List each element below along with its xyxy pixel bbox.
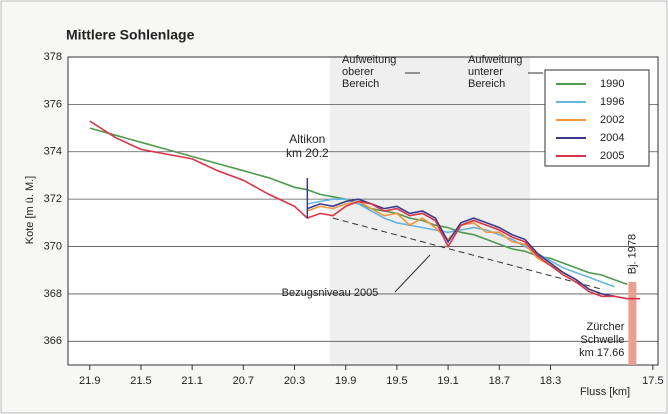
region-label: Aufweitung: [468, 54, 522, 66]
legend-label: 2004: [600, 132, 624, 144]
altikon-label: km 20.2: [286, 146, 329, 160]
plot-border: [67, 56, 659, 366]
x-tick-label: 21.5: [130, 375, 151, 387]
y-tick-label: 366: [44, 335, 62, 347]
x-tick-label: 21.1: [181, 375, 202, 387]
x-tick-label: 21.9: [79, 375, 100, 387]
x-tick-label: 19.9: [335, 375, 356, 387]
y-axis-label: Kote [m ü. M.]: [24, 176, 36, 244]
chart-title: Mittlere Sohlenlage: [66, 27, 195, 43]
series-line: [89, 120, 641, 300]
y-tick-label: 372: [44, 193, 62, 205]
series-line: [89, 127, 628, 286]
region-label: unterer: [468, 66, 503, 78]
weir-label: Schwelle: [580, 334, 624, 346]
legend-box: [544, 69, 650, 167]
altikon-label: Altikon: [289, 132, 325, 146]
legend-label: 1996: [600, 96, 624, 108]
x-tick-label: 18.3: [540, 375, 561, 387]
reference-line: [332, 217, 602, 290]
series-line: [307, 198, 615, 288]
weir-bar: [628, 282, 637, 365]
x-tick-label: 19.1: [437, 375, 458, 387]
series-line: [307, 198, 615, 298]
x-tick-label: 18.7: [489, 375, 510, 387]
y-tick-label: 368: [44, 288, 62, 300]
y-tick-label: 376: [44, 98, 62, 110]
x-tick-label: 20.7: [233, 375, 254, 387]
x-axis-label: Fluss [km]: [580, 386, 630, 398]
region-label: Aufweitung: [342, 54, 396, 66]
legend-label: 2005: [600, 150, 624, 162]
y-tick-label: 370: [44, 240, 62, 252]
legend-label: 1990: [600, 78, 624, 90]
region-label: Bereich: [342, 78, 379, 90]
y-tick-label: 378: [44, 51, 62, 63]
legend-label: 2002: [600, 114, 624, 126]
region-label: Bereich: [468, 78, 505, 90]
weir-label: km 17.66: [579, 347, 624, 359]
x-tick-label: 19.5: [386, 375, 407, 387]
y-tick-label: 374: [44, 146, 62, 158]
x-tick-label: 20.3: [284, 375, 305, 387]
reference-pointer: [394, 254, 431, 293]
weir-label: Zürcher: [586, 321, 624, 333]
shade: [330, 57, 530, 365]
x-tick-label: 17.5: [642, 375, 663, 387]
reference-label: Bezugsniveau 2005: [282, 287, 379, 299]
weir-year: Bj. 1978: [626, 234, 638, 274]
region-label: oberer: [342, 66, 374, 78]
